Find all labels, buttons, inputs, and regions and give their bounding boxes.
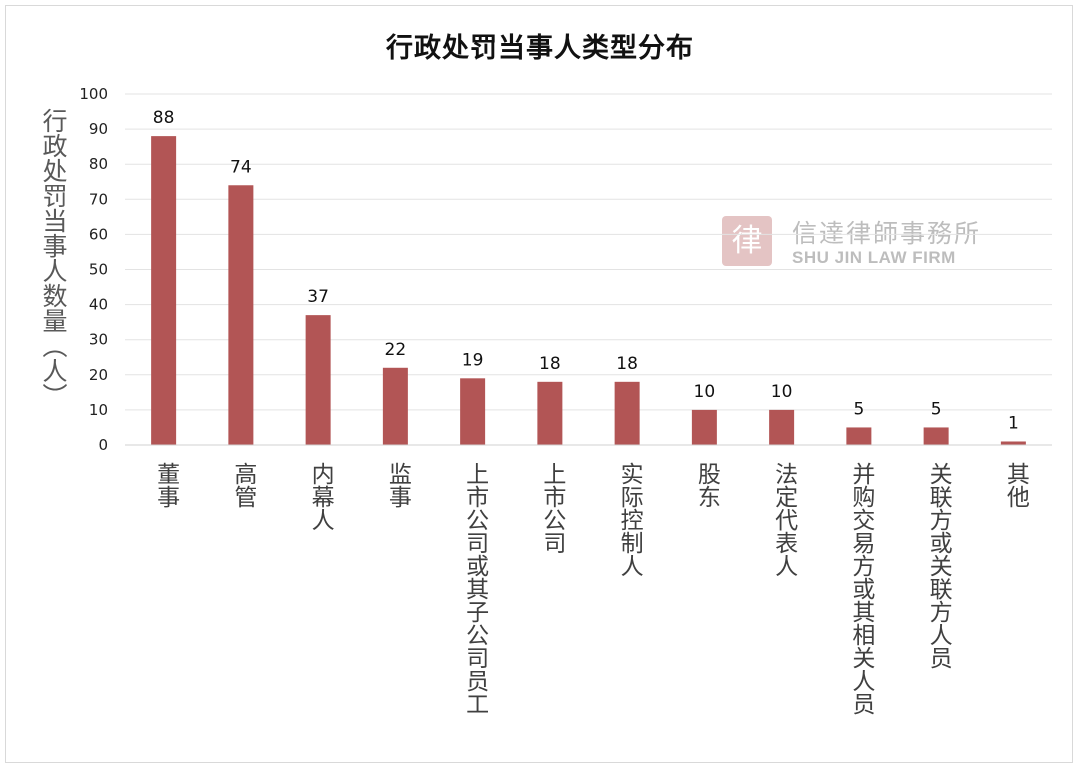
bar: [537, 381, 563, 445]
bar: [460, 378, 486, 445]
bar: [846, 427, 872, 445]
y-tick-label: 100: [79, 85, 108, 103]
x-tick-label: 内幕人: [307, 462, 334, 531]
watermark-name-cn: 信達律師事務所: [792, 219, 982, 248]
data-label: 5: [931, 399, 942, 419]
y-tick-label: 30: [89, 331, 108, 349]
data-label: 22: [385, 340, 407, 360]
x-tick-label: 董事: [152, 462, 179, 508]
y-tick-label: 60: [89, 225, 108, 243]
y-tick-label: 20: [89, 366, 108, 384]
x-tick-label: 关联方或关联方人员: [925, 462, 952, 669]
data-label: 88: [153, 108, 175, 128]
chart-title: 行政处罚当事人类型分布: [386, 33, 694, 64]
watermark-name-en: SHU JIN LAW FIRM: [792, 248, 956, 267]
data-label: 10: [694, 382, 716, 402]
bar: [691, 409, 717, 445]
seal-logo-icon: 律: [722, 216, 772, 266]
bar: [1000, 441, 1026, 445]
y-tick-label: 70: [89, 190, 108, 208]
data-label: 18: [616, 354, 638, 374]
y-tick-label: 90: [89, 120, 108, 138]
bar: [923, 427, 949, 445]
bar: [614, 381, 640, 445]
x-tick-label: 实际控制人: [616, 462, 643, 577]
y-axis-title: 行政处罚当事人数量（人）: [39, 108, 68, 408]
y-tick-label: 10: [89, 401, 108, 419]
bar: [228, 185, 254, 445]
x-tick-label: 其他: [1002, 462, 1029, 508]
data-label: 74: [230, 157, 252, 177]
y-tick-label: 50: [89, 261, 108, 279]
data-label: 18: [539, 354, 561, 374]
bar: [151, 136, 177, 445]
y-tick-label: 80: [89, 155, 108, 173]
bar: [382, 367, 408, 445]
data-label: 37: [307, 287, 329, 307]
x-tick-label: 并购交易方或其相关人员: [847, 462, 874, 715]
bar: [305, 315, 331, 445]
bar: [769, 409, 795, 445]
y-tick-label: 0: [98, 436, 108, 454]
x-tick-label: 法定代表人: [770, 462, 797, 577]
x-tick-label: 股东: [693, 462, 720, 508]
data-label: 10: [771, 382, 793, 402]
data-label: 19: [462, 350, 484, 370]
data-label: 1: [1008, 413, 1019, 433]
x-tick-label: 上市公司或其子公司员工: [461, 462, 488, 715]
chart-frame: [5, 5, 1073, 763]
x-tick-label: 高管: [229, 462, 256, 508]
x-tick-label: 监事: [384, 462, 411, 508]
y-tick-label: 40: [89, 296, 108, 314]
x-tick-label: 上市公司: [538, 462, 565, 554]
data-label: 5: [853, 399, 864, 419]
